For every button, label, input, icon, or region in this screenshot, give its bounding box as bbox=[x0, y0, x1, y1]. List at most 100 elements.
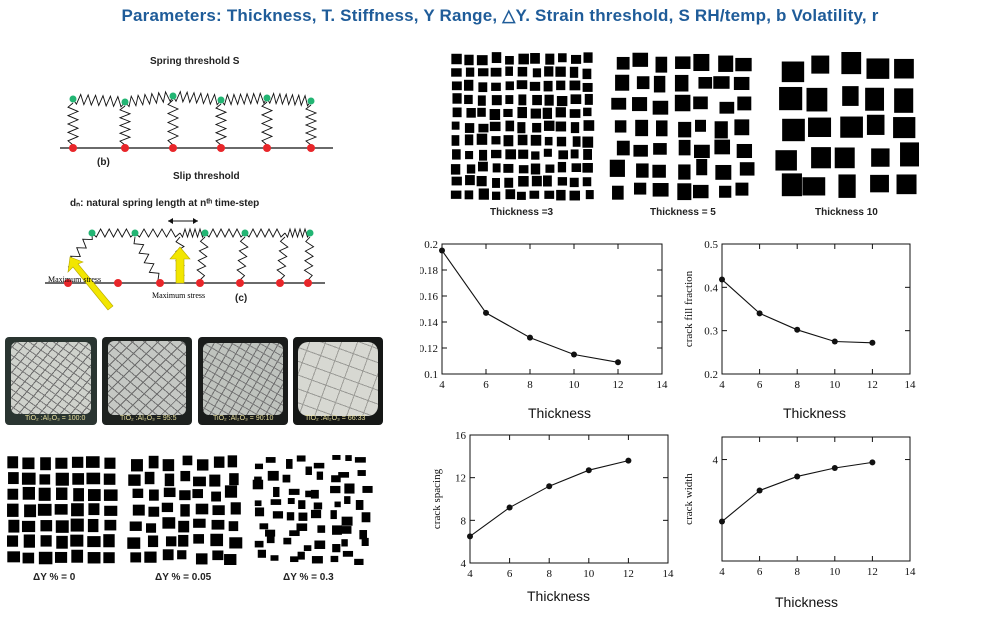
th10-cell bbox=[866, 114, 885, 135]
th3-cell bbox=[555, 66, 566, 77]
th3-cell bbox=[464, 54, 474, 66]
dy05-cell bbox=[162, 549, 174, 561]
th3-cell bbox=[518, 165, 529, 174]
dy05-cell bbox=[195, 503, 209, 515]
dy3-cell bbox=[287, 498, 295, 505]
th3-cell bbox=[517, 134, 528, 146]
dy0-cell bbox=[8, 472, 19, 485]
dy0-cell bbox=[73, 488, 84, 502]
dy0-cell bbox=[7, 551, 21, 563]
dy3-cell bbox=[334, 501, 341, 508]
data-point bbox=[527, 334, 533, 341]
th10-cell bbox=[840, 116, 863, 138]
th10-cell bbox=[865, 87, 885, 111]
x-axis-label: Thickness bbox=[775, 594, 839, 610]
thickness-panels: Thickness =3 Thickness = 5 Thickness 10 bbox=[445, 51, 925, 222]
vertical-spring bbox=[66, 102, 80, 146]
data-point bbox=[483, 309, 489, 316]
dy3-cell bbox=[289, 530, 300, 537]
series-line bbox=[721, 461, 873, 522]
dy3-cell bbox=[338, 472, 350, 478]
data-point bbox=[506, 504, 513, 511]
data-point bbox=[756, 310, 763, 317]
base-node bbox=[217, 144, 225, 152]
dy3-cell bbox=[340, 526, 352, 534]
th3-cell bbox=[466, 164, 476, 174]
base-node bbox=[263, 144, 271, 152]
dy0-cell bbox=[55, 472, 69, 486]
dy0-cell bbox=[54, 551, 68, 563]
th3-cell bbox=[504, 177, 514, 188]
crack-texture bbox=[108, 341, 186, 415]
dy0-cell bbox=[7, 456, 19, 469]
dy0-cell bbox=[40, 535, 52, 547]
x-tick-label: 12 bbox=[623, 568, 634, 580]
dy05-cell bbox=[180, 504, 190, 517]
th10-cell bbox=[900, 142, 920, 167]
sample-photo: TiO₂ :Al₂O₃ = 66:33 bbox=[293, 337, 383, 425]
dy05-cell bbox=[192, 489, 204, 499]
th3-cell bbox=[584, 93, 593, 105]
dy3-cell bbox=[355, 500, 364, 510]
dy3-cell bbox=[296, 455, 306, 462]
th3-cell bbox=[570, 122, 580, 134]
th10-cell bbox=[779, 86, 803, 111]
data-point bbox=[869, 459, 876, 466]
th3-cell bbox=[490, 67, 502, 77]
vertical-spring bbox=[214, 103, 228, 146]
th3-cell bbox=[582, 68, 592, 80]
th5-cell bbox=[739, 162, 755, 176]
base-node bbox=[169, 144, 177, 152]
dy0-cell bbox=[55, 520, 69, 533]
dy0-cell bbox=[24, 504, 37, 518]
dy3-cell bbox=[305, 490, 313, 498]
x-tick-label: 6 bbox=[483, 379, 489, 391]
dy3-cell bbox=[286, 459, 293, 469]
th3-cell bbox=[558, 53, 567, 63]
dy3-cell bbox=[332, 453, 341, 460]
th3-cell bbox=[465, 67, 475, 77]
dy3-cell bbox=[357, 470, 366, 476]
thickness-label: Thickness 10 bbox=[815, 207, 878, 218]
x-tick-label: 8 bbox=[794, 379, 800, 391]
th10-cell bbox=[811, 55, 830, 74]
th3-cell bbox=[516, 191, 526, 200]
th3-cell bbox=[450, 164, 461, 175]
th5-cell bbox=[719, 185, 732, 198]
dy05-cell bbox=[193, 534, 205, 544]
delta-y-grids bbox=[5, 453, 373, 566]
dy05-cell bbox=[210, 533, 224, 547]
dy3-cell bbox=[354, 457, 366, 463]
th10-cell bbox=[802, 177, 826, 196]
dy0-cell bbox=[22, 486, 35, 500]
dy3-cell bbox=[332, 544, 341, 553]
th3-cell bbox=[476, 55, 488, 66]
dy05-cell bbox=[127, 537, 141, 549]
dy05-cell bbox=[196, 459, 209, 471]
sample-photo: TiO₂ :Al₂O₃ = 90:10 bbox=[198, 337, 288, 425]
data-point bbox=[615, 359, 621, 366]
page-title: Parameters: Thickness, T. Stiffness, Y R… bbox=[121, 6, 879, 25]
dy05-cell bbox=[161, 502, 174, 513]
dy0-cell bbox=[7, 488, 19, 500]
left-max-stress-label: Maximum stress bbox=[48, 275, 102, 284]
th3-cell bbox=[543, 175, 552, 187]
th5-cell bbox=[652, 183, 669, 197]
dy3-cell bbox=[259, 523, 269, 530]
th3-cell bbox=[530, 134, 542, 146]
th5-cell bbox=[674, 94, 691, 112]
th3-cell bbox=[477, 107, 486, 117]
th3-cell bbox=[531, 151, 540, 160]
horizontal-spring bbox=[91, 228, 136, 238]
th3-cell bbox=[450, 190, 462, 199]
dy05-cell bbox=[162, 459, 175, 472]
dy05-cell bbox=[227, 455, 238, 468]
crack-texture bbox=[298, 342, 378, 416]
dy0-cell bbox=[88, 489, 101, 502]
th3-cell bbox=[532, 68, 542, 78]
dy05-cell bbox=[148, 455, 159, 469]
crack-spacing-chart: 4 6 8 10 12 14 4 8 12 16 crack spacing bbox=[431, 430, 674, 580]
dy05-cell bbox=[229, 537, 243, 549]
x-tick-label: 4 bbox=[467, 568, 473, 580]
th5-cell bbox=[734, 119, 750, 136]
